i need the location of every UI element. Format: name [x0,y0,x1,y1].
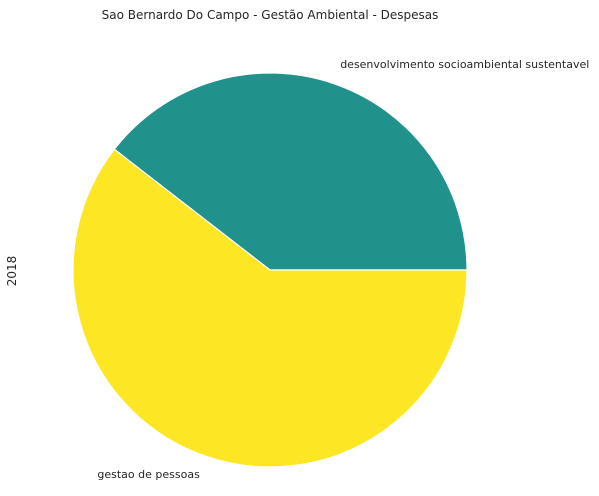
pie-labels: desenvolvimento socioambiental sustentav… [97,58,589,481]
pie-slice-label-1: desenvolvimento socioambiental sustentav… [340,58,589,71]
pie-slices [72,72,468,468]
chart-title: Sao Bernardo Do Campo - Gestão Ambiental… [102,8,439,22]
y-axis-label: 2018 [5,256,19,287]
pie-slice-2 [72,148,468,468]
pie-slice-1 [113,72,468,271]
pie-slice-label-2: gestao de pessoas [97,468,200,481]
